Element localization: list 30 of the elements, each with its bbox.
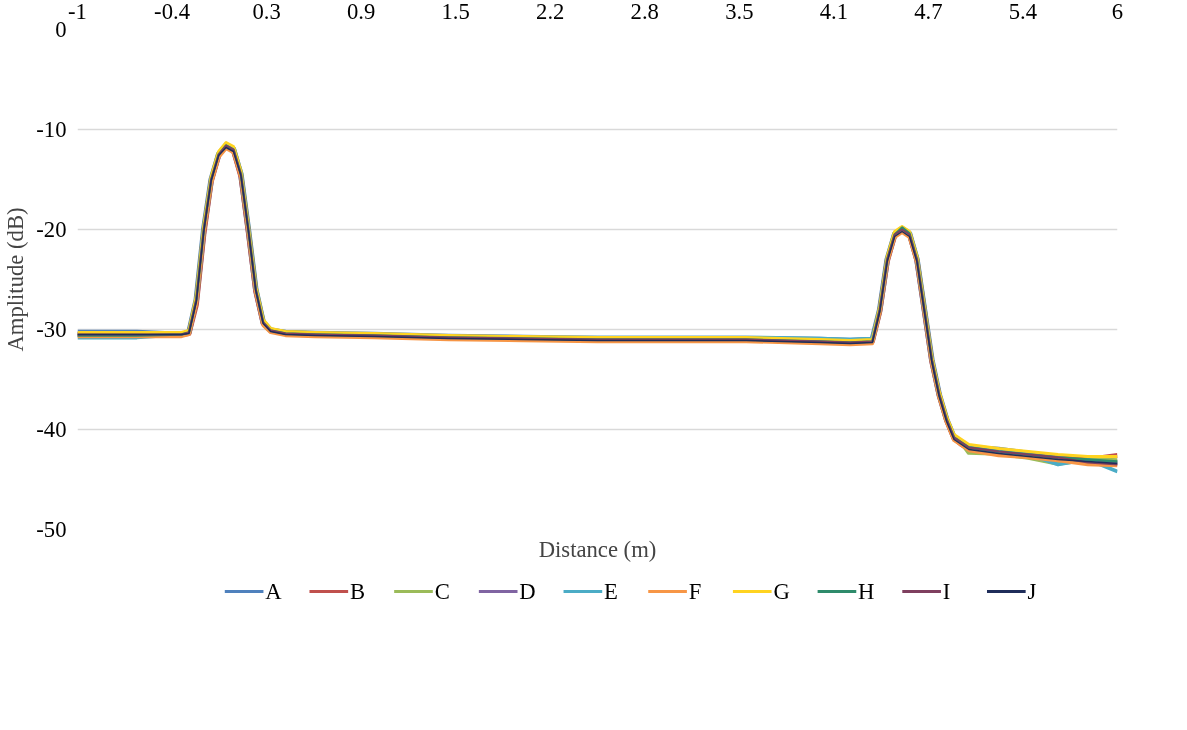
x-axis-title: Distance (m): [538, 536, 657, 562]
y-tick-label: -50: [36, 517, 67, 542]
x-tick-label: 1.5: [441, 0, 470, 24]
x-tick-label: 2.2: [536, 0, 565, 24]
y-tick-label: -40: [36, 417, 67, 442]
y-tick-label: -20: [36, 217, 67, 242]
x-tick-label: 4.1: [819, 0, 849, 24]
x-tick-label: 0.9: [346, 0, 376, 24]
legend-label: F: [688, 579, 702, 604]
x-tick-label: 0.3: [252, 0, 281, 24]
legend-label: E: [604, 579, 618, 604]
legend-label: C: [434, 579, 450, 604]
legend-label: H: [858, 579, 875, 604]
legend-label: I: [942, 579, 951, 604]
y-tick-label: -30: [36, 317, 67, 342]
x-tick-label: 6: [1111, 0, 1124, 24]
y-axis-title: Amplitude (dB): [3, 207, 29, 352]
y-tick-label: 0: [55, 17, 67, 42]
x-tick-label: 2.8: [630, 0, 659, 24]
x-tick-label: 3.5: [725, 0, 754, 24]
legend-label: D: [519, 579, 536, 604]
x-tick-label: -0.4: [154, 0, 190, 24]
x-tick-label: -1: [68, 0, 87, 24]
legend-label: A: [265, 579, 283, 604]
x-tick-label: 4.7: [914, 0, 943, 24]
y-tick-label: -10: [36, 117, 67, 142]
legend-label: G: [773, 579, 790, 604]
legend-label: B: [349, 579, 366, 604]
legend-label: J: [1027, 579, 1037, 604]
x-tick-label: 5.4: [1008, 0, 1038, 24]
